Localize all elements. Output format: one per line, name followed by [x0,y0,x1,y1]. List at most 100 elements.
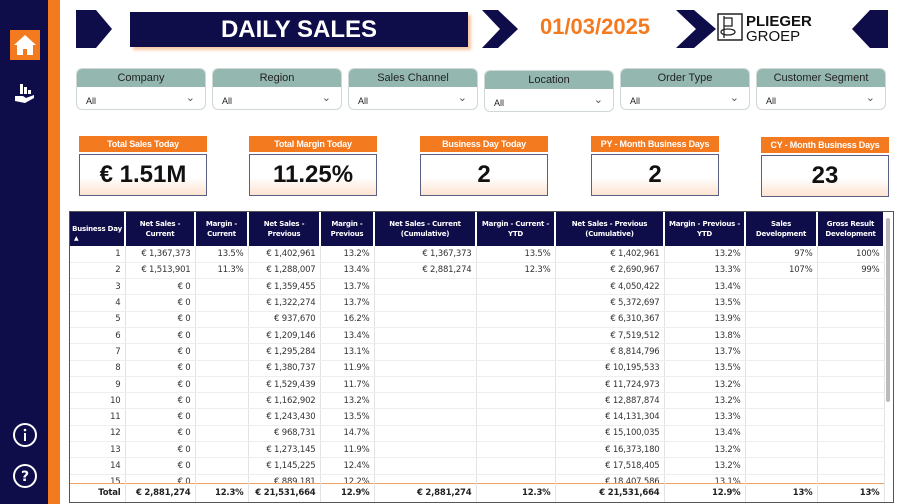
table-cell: 13.5% [320,408,375,426]
column-header[interactable]: Margin - Current - YTD [476,212,556,246]
filter-region[interactable]: Region All ⌄ [212,68,342,110]
kpi-card: PY - Month Business Days 2 [591,136,719,196]
table-cell [817,311,885,328]
table-cell [374,441,477,459]
kpi-card: Total Sales Today € 1.51M [79,136,207,196]
hand-chart-icon[interactable] [10,78,40,108]
table-cell [195,376,249,394]
total-cell: 12.3% [195,483,249,502]
table-cell [745,392,818,410]
help-icon[interactable]: ? [10,461,40,491]
total-cell: 13% [817,483,885,502]
chevron-down-icon: ⌄ [865,92,875,104]
table-cell: 13.5% [664,294,746,312]
table-cell: 13.4% [320,262,375,280]
column-header[interactable]: Margin - Current [195,212,249,246]
table-cell [817,441,885,459]
table-cell: 13.4% [664,425,746,443]
table-cell [476,294,556,312]
chevron-down-icon: ⌄ [729,92,739,104]
column-header[interactable]: Net Sales - Current (Cumulative) [374,212,477,246]
table-cell [817,360,885,377]
table-cell: € 1,209,146 [248,327,321,345]
column-header-label: Margin - Current - YTD [481,220,550,238]
table-cell: € 14,131,304 [555,408,665,426]
column-header-label: Margin - Current [205,220,238,238]
filter-value: All [222,96,233,106]
total-cell: € 21,531,664 [248,483,321,502]
table-cell: € 0 [125,425,196,443]
table-cell: 13.7% [320,278,375,296]
chevron-down-icon: ⌄ [185,92,195,104]
filter-location[interactable]: Location All ⌄ [484,70,614,112]
table-cell: 13.9% [664,311,746,328]
table-cell: 12.4% [320,457,375,475]
table-cell: € 1,513,901 [125,262,196,280]
table-cell [817,408,885,426]
table-cell: 13.2% [664,376,746,394]
column-header[interactable]: Net Sales - Previous [248,212,321,246]
table-cell: 3 [70,278,126,296]
filter-sales-channel[interactable]: Sales Channel All ⌄ [348,68,478,110]
table-cell [745,441,818,459]
column-header[interactable]: Margin - Previous [320,212,375,246]
table-cell [745,327,818,345]
filter-dropdown[interactable]: All ⌄ [757,87,885,106]
column-header[interactable]: Gross Result Development [817,212,885,246]
table-cell: € 0 [125,294,196,312]
kpi-card: Business Day Today 2 [420,136,548,196]
table-cell: 2 [70,262,126,280]
kpi-card: CY - Month Business Days 23 [761,137,889,197]
table-cell: 13.5% [664,360,746,377]
column-header-label: Margin - Previous - YTD [668,220,741,238]
table-cell: 13.3% [664,408,746,426]
info-icon[interactable] [10,420,40,450]
filter-dropdown[interactable]: All ⌄ [621,87,749,106]
column-header[interactable]: Net Sales - Previous (Cumulative) [555,212,665,246]
column-header[interactable]: Sales Development [745,212,818,246]
table-cell: € 0 [125,278,196,296]
filter-dropdown[interactable]: All ⌄ [213,87,341,106]
kpi-value: 2 [591,154,719,196]
table-cell [745,360,818,377]
table-row: 9 € 0 € 1,529,439 11.7% € 11,724,973 13.2% [70,376,885,394]
table-cell: 100% [817,246,885,263]
filter-dropdown[interactable]: All ⌄ [77,87,205,106]
kpi-value: € 1.51M [79,154,207,196]
column-header[interactable]: Business Day ▲ [70,212,126,246]
chevron-decoration [676,10,716,48]
table-cell: 13.7% [664,343,746,361]
table-cell [817,278,885,296]
table-cell [817,457,885,475]
table-row: 14 € 0 € 1,145,225 12.4% € 17,518,405 13.2% [70,457,885,475]
filter-dropdown[interactable]: All ⌄ [349,87,477,106]
column-header[interactable]: Margin - Previous - YTD [664,212,746,246]
filter-order-type[interactable]: Order Type All ⌄ [620,68,750,110]
table-cell [476,457,556,475]
filter-label: Region [213,69,341,87]
table-cell: € 16,373,180 [555,441,665,459]
table-cell: 6 [70,327,126,345]
sidebar: ? [0,0,48,504]
table-scrollbar[interactable] [886,218,890,402]
sort-ascending-icon: ▲ [74,235,79,242]
total-row: Total € 2,881,274 12.3% € 21,531,664 12.9% € … [70,483,885,502]
table-cell [817,294,885,312]
table-cell: 11.9% [320,441,375,459]
table-row: 1 € 1,367,373 13.5% € 1,402,961 13.2% € 1,367… [70,246,885,263]
table-cell [745,294,818,312]
home-icon[interactable] [10,30,40,60]
total-cell: € 2,881,274 [125,483,196,502]
table-row: 11 € 0 € 1,243,430 13.5% € 14,131,304 13.3% [70,408,885,426]
filter-customer-segment[interactable]: Customer Segment All ⌄ [756,68,886,110]
total-cell: € 21,531,664 [555,483,665,502]
kpi-label: Total Margin Today [249,136,377,152]
table-row: 4 € 0 € 1,322,274 13.7% € 5,372,697 13.5% [70,294,885,312]
table-cell [195,294,249,312]
table-cell: 13.2% [664,246,746,263]
filter-dropdown[interactable]: All ⌄ [485,89,613,108]
table-cell [817,327,885,345]
table-cell [374,311,477,328]
filter-company[interactable]: Company All ⌄ [76,68,206,110]
column-header[interactable]: Net Sales - Current [125,212,196,246]
